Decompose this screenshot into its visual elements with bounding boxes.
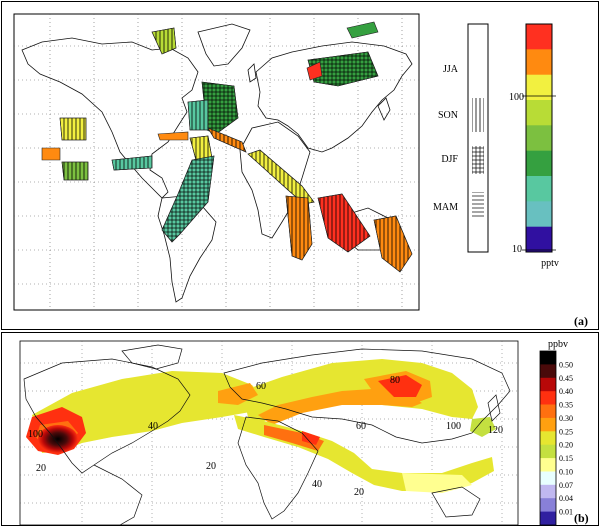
colorbar-b-level-1: 0.45	[559, 374, 573, 383]
colorbar-b-block-7	[540, 444, 556, 459]
panel-b-graphic: 100 20 40 60 60 80 100 120 20 40 20 ppbv…	[19, 339, 573, 526]
colorbar-b-block-3	[540, 391, 556, 406]
colorbar-b-level-9: 0.07	[559, 481, 573, 490]
panel-b-label: (b)	[574, 511, 589, 525]
map-b-label-6: 80	[390, 375, 400, 386]
colorbar-a-block-6	[526, 176, 552, 202]
colorbar-a-block-8	[526, 226, 552, 253]
colorbar-b-block-8	[540, 458, 556, 472]
map-b-plume	[26, 359, 496, 493]
colorbar-b-block-1	[540, 364, 556, 379]
colorbar-a-block-5	[526, 150, 552, 177]
colorbar-b: 0.50 0.45 0.40 0.35 0.30 0.25 0.20 0.15 0.10 0.07…	[539, 350, 573, 526]
panel-a-graphic: JJA SON DJF MAM 100 10 pptv	[13, 13, 559, 311]
season-label-jja: JJA	[443, 64, 459, 75]
map-b-label-1: 100	[28, 429, 43, 440]
map-b-label-2: 20	[36, 463, 46, 474]
colorbar-b-block-4	[540, 404, 556, 419]
season-label-mam: MAM	[433, 202, 458, 213]
colorbar-b-block-2	[540, 377, 556, 392]
colorbar-b-level-7: 0.15	[559, 454, 573, 463]
colorbar-b-level-0: 0.50	[559, 360, 573, 369]
map-b-label-11: 20	[354, 487, 364, 498]
colorbar-b-block-6	[540, 431, 556, 446]
panel-a-label: (a)	[574, 314, 588, 328]
colorbar-a-block-4	[526, 125, 552, 152]
map-b-label-3: 40	[148, 421, 158, 432]
colorbar-b-level-2: 0.40	[559, 387, 573, 396]
colorbar-b-block-5	[540, 417, 556, 432]
colorbar-b-block-11	[540, 498, 556, 513]
map-b-coastlines	[23, 344, 511, 526]
map-a-swaths	[41, 21, 413, 273]
map-b-label-7: 100	[446, 421, 461, 432]
colorbar-b-block-10	[540, 484, 556, 499]
colorbar-a	[522, 23, 556, 253]
colorbar-a-tick-10: 10	[512, 244, 522, 255]
colorbar-b-unit: ppbv	[548, 339, 568, 350]
colorbar-b-level-8: 0.10	[559, 468, 573, 477]
map-b-label-9: 20	[206, 461, 216, 472]
season-bar	[467, 23, 489, 253]
season-label-son: SON	[438, 110, 458, 121]
colorbar-a-block-0	[526, 24, 552, 50]
colorbar-b-block-9	[540, 471, 556, 486]
colorbar-b-level-6: 0.20	[559, 441, 573, 450]
colorbar-b-level-11: 0.01	[559, 508, 573, 517]
colorbar-b-block-12	[540, 511, 556, 526]
colorbar-a-block-1	[526, 49, 552, 76]
colorbar-a-tick-100: 100	[509, 92, 524, 103]
colorbar-b-level-4: 0.30	[559, 414, 573, 423]
colorbar-b-block-0	[540, 351, 556, 365]
panel-b: 100 20 40 60 60 80 100 120 20 40 20 ppbv…	[1, 332, 599, 526]
panel-a: JJA SON DJF MAM 100 10 pptv (a)	[1, 1, 599, 330]
colorbar-b-level-5: 0.25	[559, 427, 573, 436]
colorbar-a-block-7	[526, 201, 552, 228]
season-label-djf: DJF	[441, 154, 458, 165]
map-b-label-4: 60	[256, 381, 266, 392]
colorbar-b-level-3: 0.35	[559, 401, 573, 410]
colorbar-a-block-3	[526, 100, 552, 126]
colorbar-b-level-10: 0.04	[559, 494, 573, 503]
colorbar-a-block-2	[526, 74, 552, 101]
map-b-label-8: 120	[488, 425, 503, 436]
map-b-label-10: 40	[312, 479, 322, 490]
colorbar-a-unit: pptv	[541, 258, 559, 269]
map-b-label-5: 60	[356, 421, 366, 432]
